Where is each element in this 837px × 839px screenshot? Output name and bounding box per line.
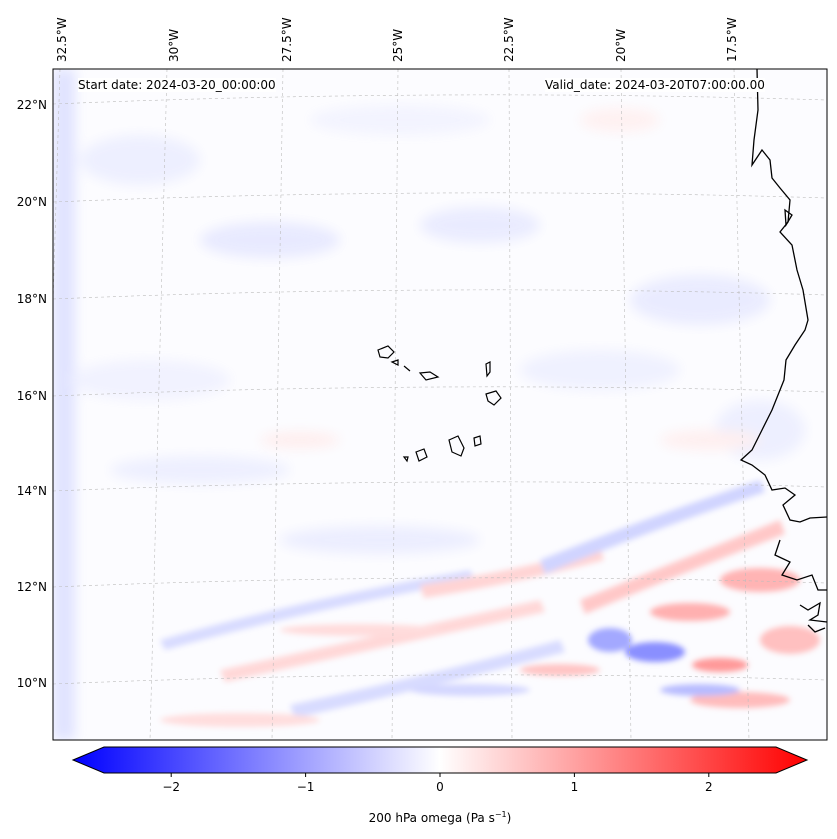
graticule — [53, 69, 827, 740]
latitude-label: 14°N — [16, 484, 47, 498]
latitude-label: 18°N — [16, 292, 47, 306]
colorbar-tick-label: 2 — [704, 780, 713, 794]
colorbar-label-exponent: −1 — [494, 810, 507, 819]
colorbar-tick-label: −2 — [162, 780, 181, 794]
latitude-label: 16°N — [16, 389, 47, 403]
latitude-label: 22°N — [16, 98, 47, 112]
longitude-label: 17.5°W — [725, 17, 739, 62]
longitude-label: 25°W — [391, 28, 405, 62]
longitude-label: 27.5°W — [280, 17, 294, 62]
longitude-label: 30°W — [167, 28, 181, 62]
longitude-label: 20°W — [614, 28, 628, 62]
colorbar-tick-label: 1 — [570, 780, 579, 794]
valid-date-label: Valid_date: 2024-03-20T07:00:00.00 — [545, 78, 765, 92]
colorbar-label-main: 200 hPa omega (Pa s — [368, 811, 495, 825]
colorbar-tick-label: −1 — [296, 780, 315, 794]
start-date-label: Start date: 2024-03-20_00:00:00 — [78, 78, 276, 92]
longitude-label: 22.5°W — [502, 17, 516, 62]
cape-verde-islands — [377, 345, 502, 463]
latitude-label: 12°N — [16, 580, 47, 594]
longitude-label: 32.5°W — [55, 17, 69, 62]
map-frame — [52, 68, 828, 741]
latitude-label: 20°N — [16, 195, 47, 209]
omega-field — [53, 69, 827, 740]
colorbar-label-end: ) — [506, 811, 512, 825]
colorbar-tick-label: 0 — [436, 780, 444, 794]
latitude-label: 10°N — [16, 676, 47, 690]
colorbar — [71, 746, 809, 777]
coastline — [739, 69, 827, 633]
colorbar-label: 200 hPa omega (Pa s−1) — [369, 810, 512, 825]
